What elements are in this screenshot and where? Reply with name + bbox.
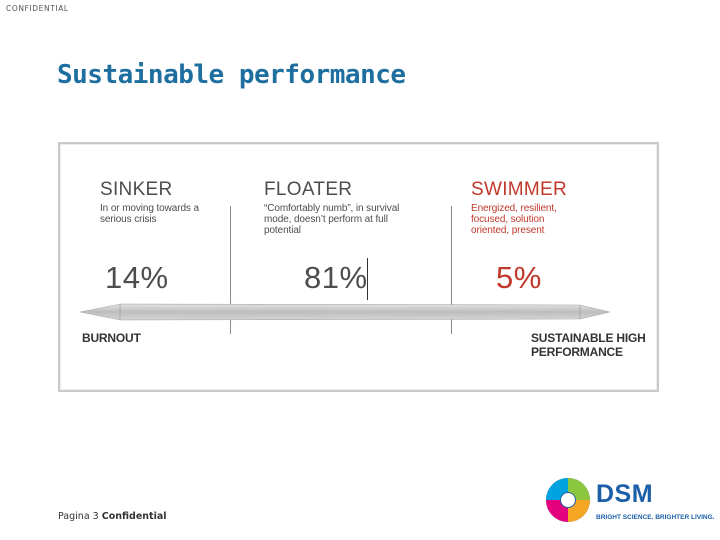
text-cursor [367, 258, 368, 300]
swimmer-description: Energized, resilient, focused, solution … [471, 203, 557, 236]
slide-title: Sustainable performance [57, 60, 406, 90]
dsm-logo-icon [546, 478, 590, 522]
logo-wordmark: DSM [596, 480, 654, 508]
performance-figure: SINKER In or moving towards a serious cr… [58, 142, 659, 392]
sinker-description: In or moving towards a serious crisis [100, 203, 199, 225]
column-floater: FLOATER “Comfortably numb”, in survival … [264, 179, 444, 237]
axis-right-label: SUSTAINABLE HIGH PERFORMANCE [531, 331, 646, 359]
axis-left-label: BURNOUT [82, 331, 141, 345]
swimmer-percent: 5% [496, 260, 542, 295]
confidential-header: CONFIDENTIAL [6, 4, 69, 13]
page-number: Pagina 3 [58, 511, 99, 522]
swimmer-heading: SWIMMER [471, 179, 568, 200]
divider-right [451, 206, 452, 334]
performance-axis-bar [80, 303, 610, 321]
divider-left [230, 206, 231, 334]
dsm-logo: DSM BRIGHT SCIENCE. BRIGHTER LIVING. [542, 472, 715, 528]
logo-tagline: BRIGHT SCIENCE. BRIGHTER LIVING. [596, 514, 715, 521]
footer-confidential: Confidential [101, 511, 167, 522]
sinker-percent: 14% [105, 260, 169, 295]
footer: Pagina 3 Confidential [58, 511, 167, 522]
floater-description: “Comfortably numb”, in survival mode, do… [264, 203, 400, 236]
column-swimmer: SWIMMER Energized, resilient, focused, s… [471, 179, 621, 237]
floater-heading: FLOATER [264, 179, 353, 200]
floater-percent: 81% [304, 260, 368, 295]
column-sinker: SINKER In or moving towards a serious cr… [100, 179, 230, 226]
sinker-heading: SINKER [100, 179, 173, 200]
